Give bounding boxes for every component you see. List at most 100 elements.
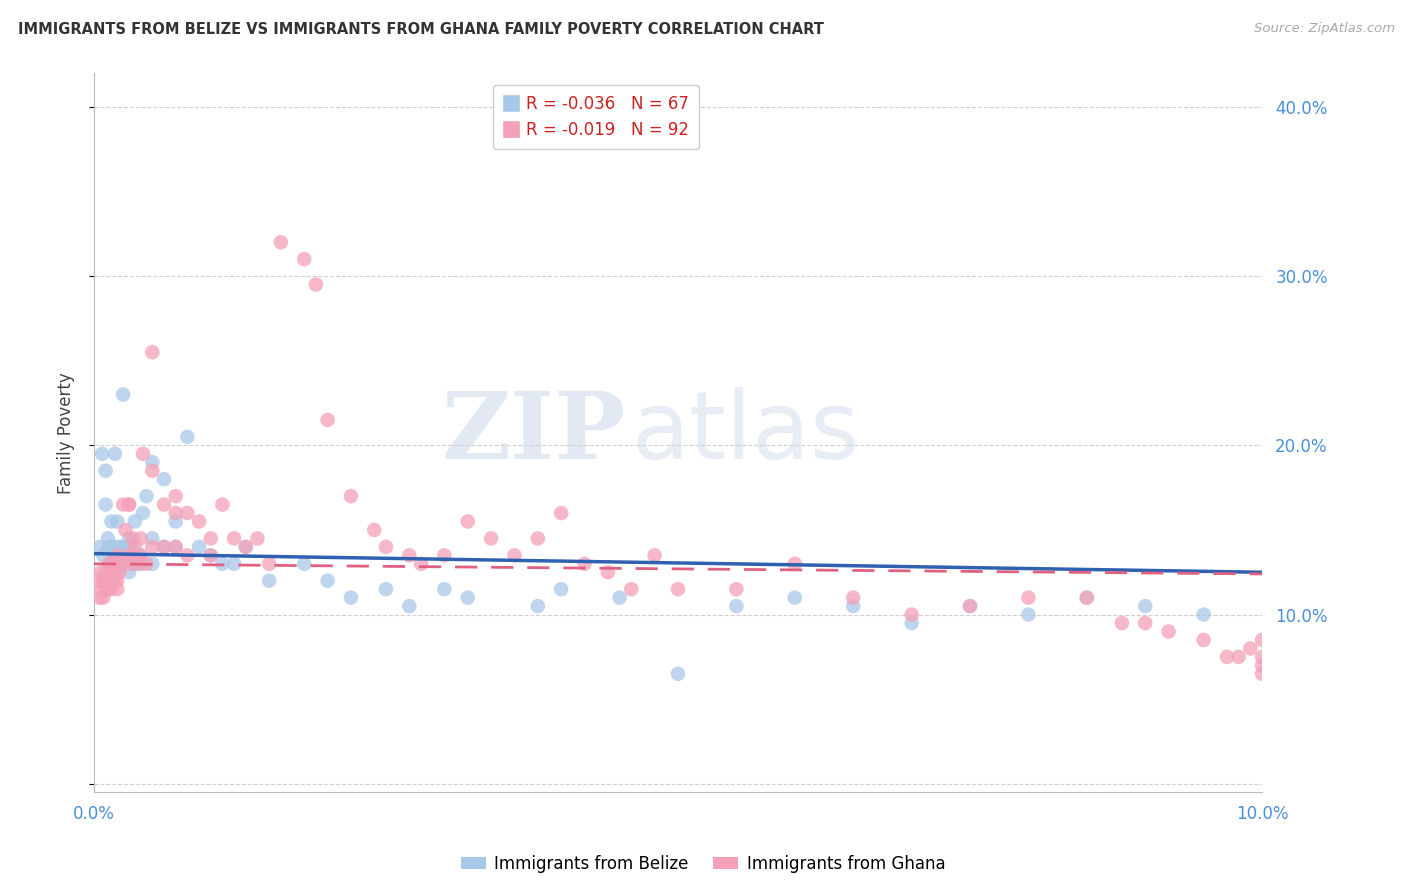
Point bbox=[100, 582, 122, 597]
Point bbox=[91, 591, 114, 605]
Point bbox=[398, 599, 420, 613]
Point bbox=[153, 498, 176, 512]
Point bbox=[94, 566, 117, 580]
Point bbox=[457, 591, 479, 605]
Point bbox=[1251, 649, 1274, 664]
Point bbox=[104, 574, 127, 588]
Point bbox=[900, 615, 922, 630]
Point bbox=[176, 549, 198, 563]
Point bbox=[112, 557, 135, 571]
Point bbox=[118, 549, 141, 563]
Point bbox=[783, 557, 806, 571]
Point bbox=[200, 549, 222, 563]
Point bbox=[141, 345, 163, 359]
Point bbox=[375, 582, 398, 597]
Point bbox=[1192, 632, 1215, 647]
Point bbox=[94, 582, 117, 597]
Point bbox=[200, 549, 222, 563]
Point bbox=[609, 591, 631, 605]
Point bbox=[165, 540, 187, 554]
Point bbox=[479, 532, 502, 546]
Point bbox=[100, 574, 122, 588]
Point bbox=[90, 566, 112, 580]
Point bbox=[1192, 607, 1215, 622]
Text: IMMIGRANTS FROM BELIZE VS IMMIGRANTS FROM GHANA FAMILY POVERTY CORRELATION CHART: IMMIGRANTS FROM BELIZE VS IMMIGRANTS FRO… bbox=[18, 22, 824, 37]
Point bbox=[153, 540, 176, 554]
Point bbox=[644, 549, 666, 563]
Point bbox=[105, 574, 128, 588]
Point bbox=[409, 557, 432, 571]
Point bbox=[124, 557, 146, 571]
Point bbox=[725, 599, 748, 613]
Legend: Immigrants from Belize, Immigrants from Ghana: Immigrants from Belize, Immigrants from … bbox=[454, 848, 952, 880]
Point bbox=[900, 607, 922, 622]
Point bbox=[1239, 641, 1261, 656]
Point bbox=[141, 532, 163, 546]
Point bbox=[129, 557, 152, 571]
Point bbox=[105, 549, 128, 563]
Point bbox=[1135, 615, 1157, 630]
Point bbox=[105, 582, 128, 597]
Point bbox=[165, 489, 187, 503]
Point bbox=[135, 557, 157, 571]
Point bbox=[200, 532, 222, 546]
Point bbox=[97, 582, 120, 597]
Point bbox=[188, 540, 211, 554]
Point bbox=[457, 515, 479, 529]
Point bbox=[1111, 615, 1133, 630]
Point bbox=[235, 540, 257, 554]
Point bbox=[105, 566, 128, 580]
Point bbox=[153, 540, 176, 554]
Point bbox=[1251, 658, 1274, 673]
Point bbox=[98, 557, 121, 571]
Point bbox=[89, 540, 111, 554]
Point bbox=[165, 540, 187, 554]
Point bbox=[153, 472, 176, 486]
Point bbox=[112, 549, 135, 563]
Point bbox=[550, 506, 572, 520]
Point bbox=[103, 549, 125, 563]
Point bbox=[129, 532, 152, 546]
Point bbox=[363, 523, 385, 537]
Point bbox=[1227, 649, 1250, 664]
Point bbox=[118, 532, 141, 546]
Point bbox=[188, 515, 211, 529]
Point bbox=[114, 523, 136, 537]
Point bbox=[108, 566, 131, 580]
Point bbox=[1135, 599, 1157, 613]
Point bbox=[224, 532, 246, 546]
Point bbox=[176, 506, 198, 520]
Point bbox=[959, 599, 981, 613]
Point bbox=[1216, 649, 1239, 664]
Point bbox=[305, 277, 328, 292]
Point bbox=[1251, 666, 1274, 681]
Point bbox=[118, 498, 141, 512]
Point bbox=[100, 574, 122, 588]
Point bbox=[270, 235, 292, 250]
Point bbox=[108, 557, 131, 571]
Text: ZIP: ZIP bbox=[441, 388, 626, 477]
Point bbox=[98, 540, 121, 554]
Legend: R = -0.036   N = 67, R = -0.019   N = 92: R = -0.036 N = 67, R = -0.019 N = 92 bbox=[494, 85, 699, 149]
Point bbox=[527, 599, 550, 613]
Point bbox=[103, 566, 125, 580]
Point bbox=[98, 557, 121, 571]
Point bbox=[503, 549, 526, 563]
Point bbox=[94, 464, 117, 478]
Point bbox=[620, 582, 643, 597]
Point bbox=[105, 540, 128, 554]
Text: Source: ZipAtlas.com: Source: ZipAtlas.com bbox=[1254, 22, 1395, 36]
Point bbox=[129, 549, 152, 563]
Point bbox=[124, 515, 146, 529]
Point bbox=[375, 540, 398, 554]
Point bbox=[132, 506, 155, 520]
Point bbox=[97, 532, 120, 546]
Y-axis label: Family Poverty: Family Poverty bbox=[58, 372, 75, 493]
Point bbox=[211, 498, 233, 512]
Point bbox=[176, 430, 198, 444]
Point bbox=[165, 515, 187, 529]
Point bbox=[120, 557, 142, 571]
Point bbox=[316, 574, 339, 588]
Point bbox=[141, 557, 163, 571]
Point bbox=[105, 557, 128, 571]
